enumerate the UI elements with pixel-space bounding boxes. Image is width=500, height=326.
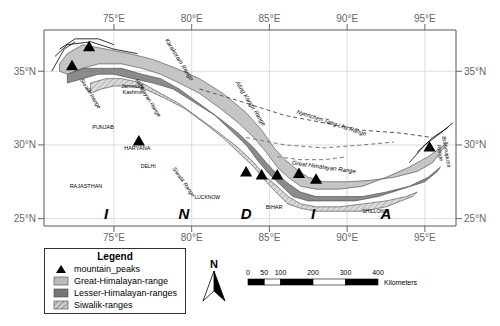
- svg-text:I: I: [104, 204, 109, 221]
- html-text:Legend: Legend: [97, 251, 133, 262]
- svg-text:35°N: 35°N: [464, 66, 486, 77]
- svg-text:D: D: [241, 204, 252, 221]
- svg-text:PUNJAB: PUNJAB: [92, 124, 114, 130]
- svg-text:N: N: [210, 258, 218, 270]
- svg-text:75°E: 75°E: [103, 232, 125, 243]
- html-text:Lesser-Himalayan-ranges: Lesser-Himalayan-ranges: [74, 288, 177, 298]
- svg-text:80°E: 80°E: [181, 232, 203, 243]
- svg-text:A: A: [380, 204, 392, 221]
- svg-text:BrahmaputraRange: BrahmaputraRange: [435, 136, 453, 169]
- svg-text:Karakoram Range: Karakoram Range: [164, 37, 195, 82]
- svg-text:RAJASTHAN: RAJASTHAN: [70, 183, 103, 189]
- svg-text:90°E: 90°E: [336, 13, 358, 24]
- svg-text:30°N: 30°N: [464, 139, 486, 150]
- svg-text:85°E: 85°E: [259, 13, 281, 24]
- html-text:Siwalik-ranges: Siwalik-ranges: [74, 300, 133, 310]
- svg-text:85°E: 85°E: [259, 232, 281, 243]
- svg-text:200: 200: [307, 269, 319, 276]
- svg-text:25°N: 25°N: [464, 213, 486, 224]
- svg-text:LUCKNOW: LUCKNOW: [194, 194, 220, 200]
- svg-text:50: 50: [260, 269, 268, 276]
- svg-text:95°E: 95°E: [414, 232, 436, 243]
- svg-text:Himalayan Range: Himalayan Range: [134, 77, 163, 118]
- svg-text:Nyenchen Tang Lha Range: Nyenchen Tang Lha Range: [296, 109, 368, 137]
- svg-text:100: 100: [275, 269, 287, 276]
- svg-text:90°E: 90°E: [336, 232, 358, 243]
- svg-text:25°N: 25°N: [14, 213, 36, 224]
- svg-text:300: 300: [340, 269, 352, 276]
- svg-text:I: I: [311, 204, 316, 221]
- svg-text:SHILLONG: SHILLONG: [362, 208, 388, 215]
- svg-text:0: 0: [246, 269, 250, 276]
- svg-text:75°E: 75°E: [103, 13, 125, 24]
- svg-text:Aling Kangri Range: Aling Kangri Range: [234, 79, 267, 127]
- html-text:Great-Himalayan-range: Great-Himalayan-range: [74, 276, 168, 286]
- html-text:mountain_peaks: mountain_peaks: [74, 264, 140, 274]
- svg-text:DELHI: DELHI: [141, 163, 156, 169]
- svg-text:35°N: 35°N: [14, 66, 36, 77]
- svg-text:400: 400: [372, 269, 384, 276]
- svg-text:Siwalik Range: Siwalik Range: [171, 166, 196, 198]
- svg-text:Kilometers: Kilometers: [384, 279, 418, 286]
- svg-text:95°E: 95°E: [414, 13, 436, 24]
- svg-text:Jammu &Kashmir: Jammu &Kashmir: [121, 83, 145, 95]
- svg-text:HARYANA: HARYANA: [124, 145, 150, 151]
- svg-text:N: N: [179, 204, 191, 221]
- svg-text:30°N: 30°N: [14, 139, 36, 150]
- svg-text:80°E: 80°E: [181, 13, 203, 24]
- svg-text:Siwalik Range: Siwalik Range: [79, 77, 103, 110]
- svg-text:Great Himalayan Range: Great Himalayan Range: [292, 160, 357, 175]
- svg-text:BIHAR: BIHAR: [266, 204, 283, 210]
